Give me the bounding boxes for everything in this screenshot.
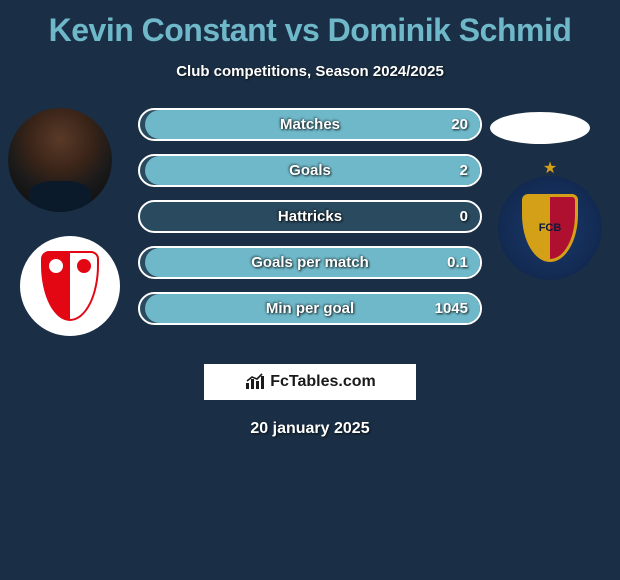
bar-label: Hattricks [138, 200, 482, 233]
bar-label: Min per goal [138, 292, 482, 325]
star-icon: ★ [543, 158, 557, 178]
bar-label: Goals [138, 154, 482, 187]
stat-row-matches: Matches 20 [138, 108, 482, 141]
bar-label: Matches [138, 108, 482, 141]
stat-bars: Matches 20 Goals 2 Hattricks 0 Goals per… [138, 108, 482, 338]
brand-text: FcTables.com [270, 373, 376, 391]
bar-value: 20 [451, 108, 468, 141]
brand-badge: FcTables.com [202, 362, 418, 402]
fc-sion-shield-icon [41, 251, 99, 321]
subtitle: Club competitions, Season 2024/2025 [0, 63, 620, 80]
stat-row-hattricks: Hattricks 0 [138, 200, 482, 233]
player-right-club-badge: ★ [498, 176, 602, 280]
stat-row-min-per-goal: Min per goal 1045 [138, 292, 482, 325]
bar-chart-icon [244, 373, 266, 391]
page-title: Kevin Constant vs Dominik Schmid [0, 0, 620, 49]
bar-label: Goals per match [138, 246, 482, 279]
stat-row-goals-per-match: Goals per match 0.1 [138, 246, 482, 279]
player-right-photo [490, 112, 590, 144]
comparison-panel: ★ Matches 20 Goals 2 Hattricks 0 Goals p… [0, 108, 620, 358]
bar-value: 0 [460, 200, 468, 233]
player-left-photo [8, 108, 112, 212]
stat-row-goals: Goals 2 [138, 154, 482, 187]
bar-value: 1045 [435, 292, 468, 325]
bar-value: 2 [460, 154, 468, 187]
bar-value: 0.1 [447, 246, 468, 279]
player-left-club-badge [20, 236, 120, 336]
date-text: 20 january 2025 [0, 420, 620, 438]
fc-basel-shield-icon [522, 194, 578, 262]
